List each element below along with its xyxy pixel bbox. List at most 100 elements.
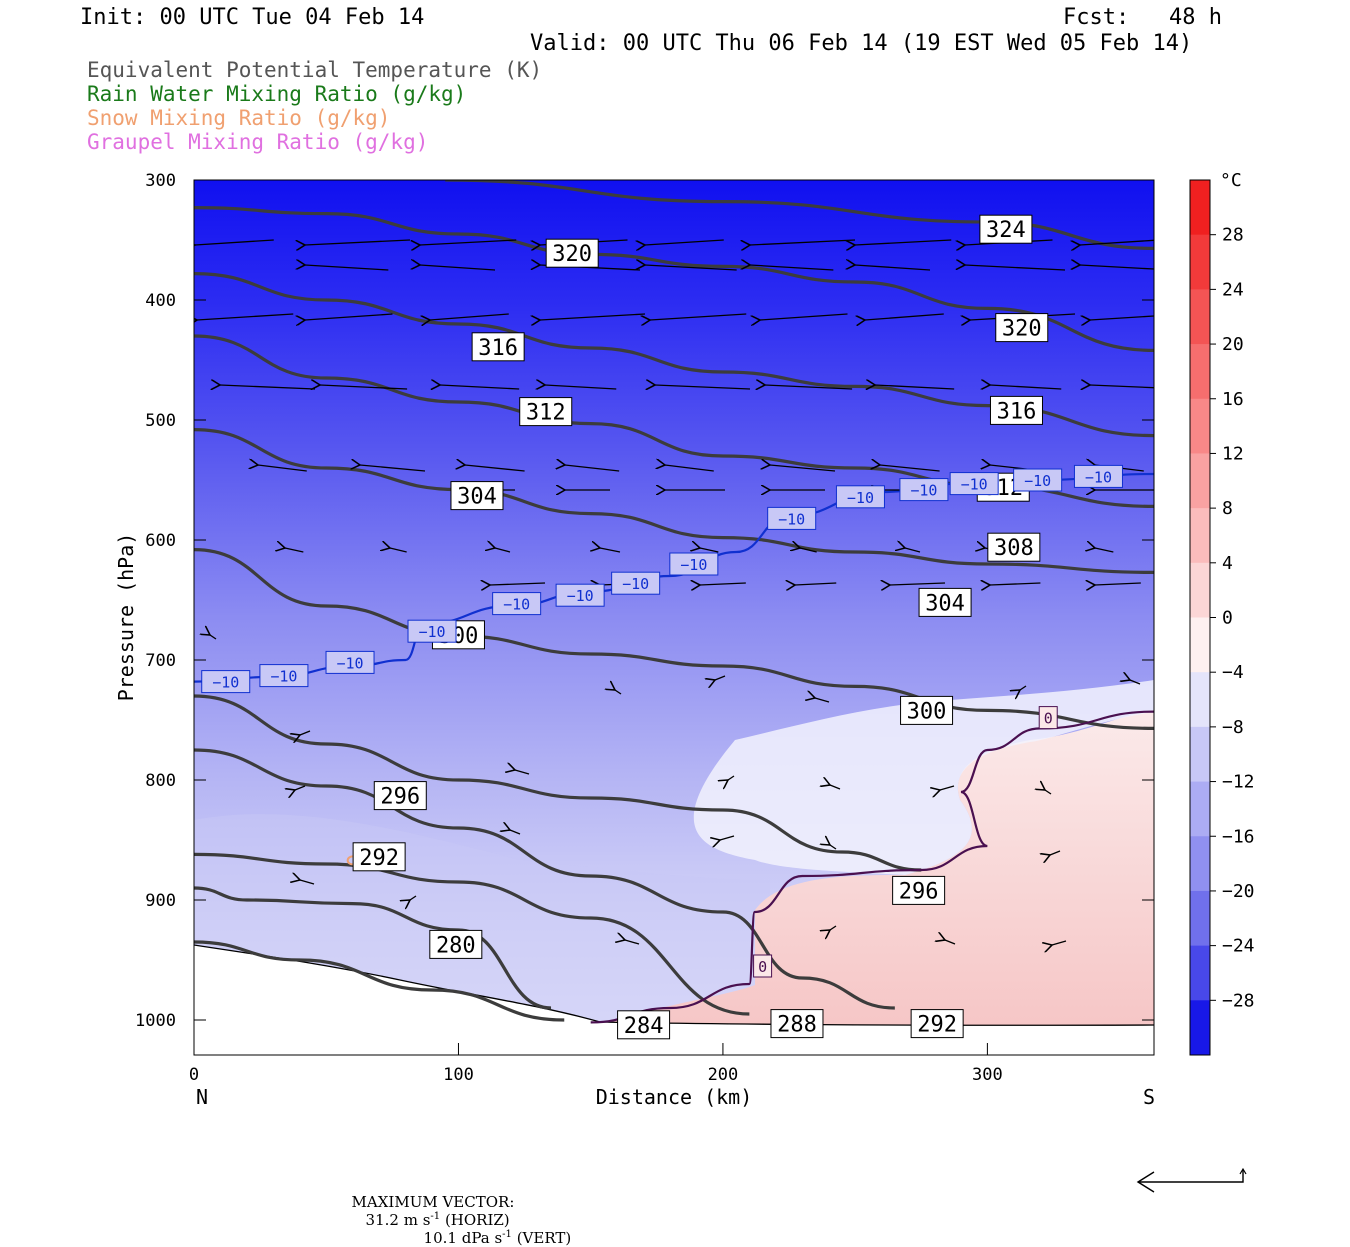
wind-vector <box>490 583 546 585</box>
wind-vector <box>440 385 520 389</box>
wind-vector <box>195 239 274 245</box>
isotherm-minus10-label: −10 <box>949 472 999 496</box>
theta-e-contour-324 <box>445 180 1154 250</box>
theta-e-label: 296 <box>373 781 427 811</box>
wind-vector <box>750 265 834 271</box>
svg-text:312: 312 <box>526 401 566 426</box>
colorbar-tick-label: 8 <box>1222 498 1233 519</box>
colorbar-tick-label: 28 <box>1222 225 1244 246</box>
wind-vector <box>965 265 1066 271</box>
isotherm-minus10-label: −10 <box>669 552 719 576</box>
colorbar-segment <box>1190 672 1210 728</box>
svg-text:292: 292 <box>917 1013 957 1038</box>
ground-line <box>194 944 1154 1026</box>
colorbar-tick-label: −8 <box>1222 717 1244 738</box>
theta-e-contour-288 <box>194 852 750 1016</box>
wind-vector <box>197 313 294 320</box>
svg-text:288: 288 <box>777 1013 817 1038</box>
wind-vector <box>540 313 646 320</box>
y-tick-label: 500 <box>145 411 176 431</box>
wind-vector <box>565 465 620 472</box>
wind-vector <box>830 785 841 790</box>
theta-e-label: 320 <box>545 238 599 268</box>
theta-e-label: 284 <box>617 1010 671 1040</box>
theta-e-label: 312 <box>519 397 573 427</box>
wind-vector <box>545 385 617 389</box>
isotherm-0 <box>590 710 1154 1024</box>
wind-vector <box>770 465 836 472</box>
wind-vector <box>625 940 640 945</box>
isotherm-minus10-label: −10 <box>1073 464 1123 488</box>
isotherm-minus10-label: −10 <box>407 619 457 643</box>
wind-vector <box>990 385 1062 389</box>
wind-vector <box>815 698 830 703</box>
x-tick-label: 100 <box>443 1065 474 1085</box>
svg-text:296: 296 <box>380 785 420 810</box>
wind-vector <box>830 925 837 930</box>
svg-text:−10: −10 <box>910 482 937 500</box>
wind-vector <box>300 730 311 735</box>
colorbar-tick-label: −12 <box>1222 772 1255 793</box>
svg-text:−10: −10 <box>503 596 530 614</box>
wind-vector <box>700 548 719 553</box>
wind-vector <box>1080 265 1154 270</box>
wind-vector <box>945 940 956 945</box>
legend-theta-e: Equivalent Potential Temperature (K) <box>87 58 543 82</box>
wind-vector <box>875 385 955 389</box>
colorbar-unit: °C <box>1220 170 1242 191</box>
wind-vector <box>650 313 747 320</box>
isotherm-minus10-label: −10 <box>767 506 817 530</box>
theta-e-label: 292 <box>910 1009 964 1039</box>
wind-vector <box>765 385 853 389</box>
colorbar-segment <box>1190 890 1210 947</box>
isotherm-minus10-label: −10 <box>492 592 542 616</box>
colorbar-segment <box>1190 781 1210 837</box>
max-vector-horiz: 31.2 m s-1 (HORIZ) <box>365 1211 510 1229</box>
theta-e-label: 308 <box>987 532 1041 562</box>
wind-vector <box>1052 940 1067 945</box>
wind-vector <box>300 880 315 885</box>
warm-region <box>600 710 1154 1030</box>
wind-vector <box>410 895 417 900</box>
wind-vector <box>665 465 714 472</box>
theta-e-contour-320 <box>194 206 1154 352</box>
x-tick-label: 300 <box>972 1065 1003 1085</box>
wind-vector <box>1045 790 1052 795</box>
wind-vector <box>1090 314 1154 320</box>
wind-vector <box>615 690 622 695</box>
colorbar-segment <box>1190 398 1210 454</box>
x-end-label-north: N <box>196 1085 208 1109</box>
plot-frame <box>193 179 1155 1056</box>
wind-vector <box>800 548 817 553</box>
wind-vector <box>855 265 931 271</box>
svg-text:320: 320 <box>1002 317 1042 342</box>
isotherm-minus10-label: −10 <box>555 583 605 607</box>
svg-text:−10: −10 <box>847 489 874 507</box>
wind-vector <box>495 548 511 553</box>
wind-vector <box>940 785 955 790</box>
svg-text:308: 308 <box>994 536 1034 561</box>
wind-vector <box>258 465 307 472</box>
wind-vector <box>305 313 393 320</box>
legend-graupel: Graupel Mixing Ratio (g/kg) <box>87 130 429 154</box>
theta-e-contour-284 <box>194 886 552 1010</box>
svg-text:324: 324 <box>986 218 1026 243</box>
cross-section-chart: 3243203203163163123123083043043003002962… <box>114 170 1255 1109</box>
wind-vector <box>390 548 407 553</box>
wind-vector <box>760 313 848 320</box>
theta-e-contour-316 <box>194 272 1154 438</box>
isotherm-minus10-label: −10 <box>201 670 251 694</box>
colorbar-segment <box>1190 726 1210 783</box>
colorbar-segment <box>1190 1000 1210 1056</box>
colorbar-segment <box>1190 453 1210 509</box>
wind-vector <box>305 239 411 245</box>
y-tick-label: 700 <box>145 651 176 671</box>
theta-e-label: 316 <box>989 395 1043 425</box>
wind-vector <box>750 239 856 245</box>
x-end-label-south: S <box>1143 1085 1155 1109</box>
svg-text:300: 300 <box>907 699 947 724</box>
wind-vector <box>1095 583 1141 585</box>
wind-vector <box>645 265 737 271</box>
colorbar-tick-label: −28 <box>1222 990 1255 1011</box>
wind-vector <box>295 785 306 790</box>
